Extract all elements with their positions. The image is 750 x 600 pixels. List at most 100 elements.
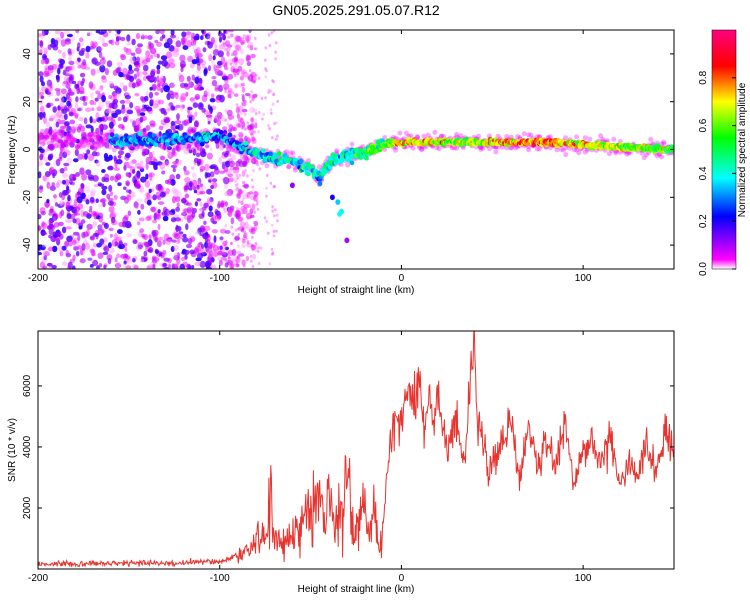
ridge-halo	[55, 137, 61, 143]
noise-blob	[95, 127, 100, 134]
colorbar-ticks: 0.00.20.40.60.8	[698, 70, 736, 276]
noise-blob	[187, 111, 193, 118]
ridge-halo	[576, 150, 582, 156]
noise-blob	[75, 96, 79, 103]
noise-blob	[104, 109, 110, 117]
noise-blob	[243, 34, 246, 38]
noise-blob	[111, 220, 118, 226]
noise-blob	[105, 108, 112, 114]
noise-blob	[238, 58, 245, 66]
noise-blob	[72, 139, 76, 144]
noise-blob	[109, 83, 115, 89]
noise-blob	[209, 197, 214, 203]
noise-blob	[230, 217, 235, 225]
y-tick-label: 40	[22, 48, 33, 60]
noise-blob	[241, 170, 246, 177]
noise-blob	[217, 250, 223, 256]
x-tick-label: 100	[575, 273, 592, 284]
colorbar: 0.00.20.40.60.8 Normalized spectral ampl…	[698, 29, 748, 276]
noise-blob	[219, 170, 225, 174]
noise-blob	[236, 227, 240, 231]
noise-blob	[86, 149, 91, 155]
noise-blob	[163, 208, 170, 217]
noise-blob	[120, 54, 126, 61]
noise-blob	[77, 42, 81, 49]
noise-blob	[124, 95, 131, 100]
noise-blob	[89, 235, 95, 240]
noise-blob	[234, 93, 239, 97]
noise-blob	[207, 254, 213, 262]
ridge-halo	[52, 129, 58, 134]
noise-blob	[59, 102, 64, 108]
snr-series-line	[38, 331, 674, 568]
noise-blob	[108, 95, 113, 99]
noise-blob	[94, 97, 99, 102]
noise-blob	[186, 244, 192, 249]
noise-blob	[224, 40, 231, 47]
noise-blob	[46, 247, 53, 251]
noise-blob	[130, 118, 134, 124]
noise-blob	[127, 210, 132, 217]
ridge-halo	[39, 128, 45, 134]
noise-blob	[99, 85, 104, 91]
noise-blob	[151, 83, 157, 92]
noise-blob	[221, 32, 226, 41]
noise-blob	[251, 248, 255, 252]
noise-blob	[77, 233, 81, 241]
noise-blob	[131, 264, 138, 268]
noise-blob	[234, 56, 238, 63]
noise-blob	[98, 51, 103, 59]
noise-blob	[178, 74, 185, 83]
noise-blob	[209, 171, 215, 178]
noise-blob	[237, 216, 244, 222]
noise-blob	[156, 41, 162, 47]
noise-blob	[42, 250, 47, 257]
noise-blob	[241, 238, 246, 244]
noise-blob	[39, 153, 44, 159]
noise-blob	[153, 258, 159, 265]
noise-blob	[196, 183, 200, 191]
noise-blob	[117, 229, 123, 235]
noise-blob	[226, 77, 230, 81]
noise-blob	[249, 44, 254, 51]
noise-blob	[204, 144, 210, 149]
snr-x-axis: -200 -100 0 100	[28, 331, 592, 584]
noise-blob	[79, 170, 86, 176]
noise-blob	[89, 138, 95, 143]
noise-blob	[175, 240, 180, 244]
noise-blob	[159, 162, 166, 170]
noise-blob	[39, 107, 45, 112]
noise-blob	[219, 245, 224, 251]
noise-blob	[162, 121, 169, 129]
noise-blob	[89, 116, 93, 124]
noise-blob	[39, 207, 46, 214]
noise-blob	[233, 213, 237, 217]
noise-blob	[268, 262, 272, 266]
noise-blob	[148, 160, 154, 166]
noise-blob	[222, 41, 225, 45]
noise-blob	[209, 244, 213, 251]
ridge-halo	[286, 164, 292, 169]
noise-blob	[230, 190, 234, 194]
noise-blob	[72, 254, 76, 261]
noise-blob	[263, 216, 267, 220]
noise-blob	[111, 216, 116, 224]
noise-blob	[257, 110, 261, 115]
noise-blob	[236, 193, 241, 199]
noise-blob	[250, 178, 254, 182]
noise-blob	[209, 106, 213, 114]
noise-blob	[124, 253, 129, 259]
noise-blob	[249, 230, 253, 234]
ridge-halo	[96, 140, 102, 146]
noise-blob	[160, 55, 168, 61]
noise-blob	[39, 185, 44, 190]
noise-blob	[237, 255, 240, 259]
noise-blob	[155, 213, 162, 220]
noise-blob	[194, 261, 202, 266]
noise-blob	[68, 87, 72, 93]
noise-blob	[109, 191, 114, 197]
noise-blob	[228, 160, 236, 168]
noise-blob	[240, 126, 244, 130]
noise-blob	[261, 117, 264, 121]
noise-blob	[133, 61, 140, 66]
